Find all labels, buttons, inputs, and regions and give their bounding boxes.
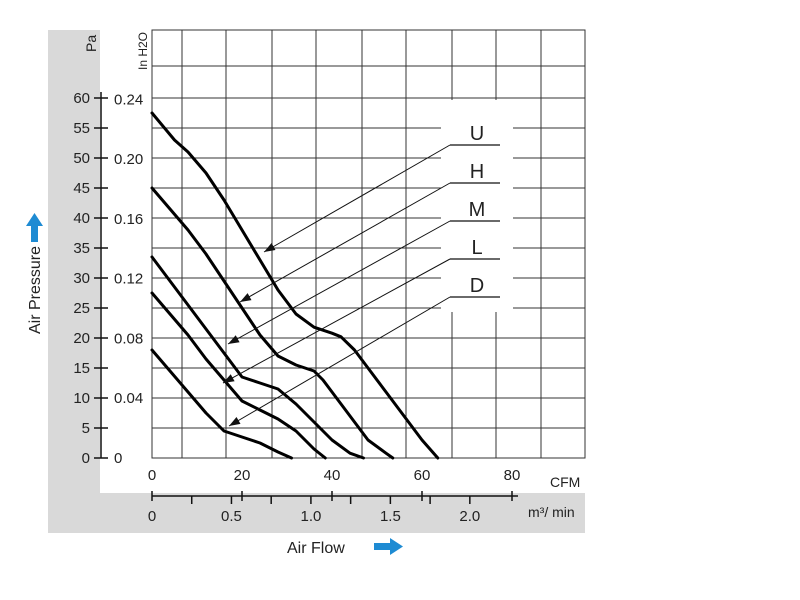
- axes: [94, 92, 518, 504]
- x-arrow-icon: [374, 538, 403, 555]
- x-tick-label-cfm: 80: [504, 467, 521, 484]
- y-tick-label-pa: 15: [73, 360, 90, 377]
- y-tick-label-pa: 25: [73, 300, 90, 317]
- y-tick-label-inh2o: 0.20: [114, 151, 143, 168]
- y-tick-label-inh2o: 0.24: [114, 91, 143, 108]
- x-tick-label-m3min: 1.5: [380, 508, 401, 525]
- curve-d: [150, 348, 293, 460]
- y-tick-label-inh2o: 0.16: [114, 211, 143, 228]
- leader-line-h: [239, 182, 451, 303]
- y-unit-secondary: In H2O: [136, 32, 150, 70]
- leader-arrowhead: [229, 417, 241, 426]
- x-tick-label-cfm: 40: [324, 467, 341, 484]
- leader-arrowhead: [240, 293, 252, 302]
- y-axis-title: Air Pressure: [27, 246, 44, 334]
- y-tick-label-pa: 0: [82, 450, 90, 467]
- leader-line-l: [222, 258, 451, 384]
- x-tick-label-m3min: 1.0: [300, 508, 321, 525]
- leader-arrowhead: [223, 374, 235, 383]
- x-axis-title: Air Flow: [287, 540, 345, 557]
- leader-arrowhead: [264, 243, 276, 252]
- curve-l: [150, 291, 327, 460]
- performance-curves: [150, 111, 440, 460]
- x-tick-label-m3min: 2.0: [459, 508, 480, 525]
- tick-labels: 0 5 10 15 20 25 30 35 40 45 50 55 60 0 0.04 0.08 0.12 0.1…: [73, 90, 520, 525]
- legend-label-h: H: [470, 161, 484, 183]
- plot-inner: [151, 29, 586, 459]
- y-tick-label-inh2o: 0.08: [114, 330, 143, 347]
- y-tick-label-pa: 45: [73, 180, 90, 197]
- y-tick-label-pa: 30: [73, 270, 90, 287]
- y-tick-label-pa: 50: [73, 150, 90, 167]
- y-tick-label-inh2o: 0: [114, 450, 122, 467]
- leader-arrowhead: [228, 335, 240, 344]
- legend-label-d: D: [470, 275, 484, 297]
- y-tick-label-inh2o: 0.12: [114, 271, 143, 288]
- x-tick-label-cfm: 0: [148, 467, 156, 484]
- legend-label-m: M: [469, 199, 486, 221]
- y-unit-primary: Pa: [83, 35, 99, 52]
- x-unit-primary: CFM: [550, 474, 580, 490]
- y-arrow-icon: [26, 213, 43, 242]
- y-tick-label-pa: 35: [73, 240, 90, 257]
- curve-u: [150, 111, 440, 460]
- leader-line-m: [227, 220, 451, 345]
- curve-m: [150, 255, 365, 460]
- y-tick-label-pa: 55: [73, 120, 90, 137]
- y-tick-label-pa: 20: [73, 330, 90, 347]
- leader-line-d: [228, 296, 451, 427]
- y-tick-label-pa: 40: [73, 210, 90, 227]
- x-tick-label-cfm: 60: [414, 467, 431, 484]
- x-tick-label-m3min: 0.5: [221, 508, 242, 525]
- y-tick-label-inh2o: 0.04: [114, 390, 143, 407]
- curve-h: [150, 186, 395, 460]
- leader-line-u: [263, 144, 451, 253]
- y-tick-label-pa: 60: [73, 90, 90, 107]
- y-tick-label-pa: 5: [82, 420, 90, 437]
- y-tick-label-pa: 10: [73, 390, 90, 407]
- legend-label-l: L: [471, 237, 482, 259]
- x-tick-label-cfm: 20: [234, 467, 251, 484]
- x-unit-secondary: m³/ min: [528, 504, 575, 520]
- legend-box: [441, 100, 513, 312]
- legend-label-u: U: [470, 123, 484, 145]
- x-tick-label-m3min: 0: [148, 508, 156, 525]
